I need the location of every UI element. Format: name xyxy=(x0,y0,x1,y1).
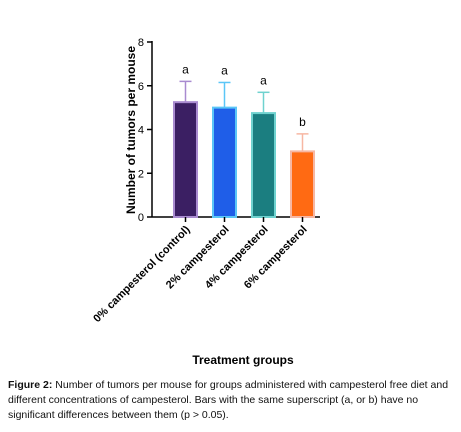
significance-letter: a xyxy=(182,62,189,76)
bar xyxy=(212,106,237,218)
x-tick-labels: 0% campesterol (control)2% campesterol4%… xyxy=(91,217,310,325)
bar xyxy=(251,112,276,218)
figure-caption: Figure 2: Number of tumors per mouse for… xyxy=(8,378,456,423)
bar xyxy=(290,150,315,218)
significance-letter: a xyxy=(260,73,267,87)
caption-text: Number of tumors per mouse for groups ad… xyxy=(8,379,449,421)
chart-bars: a a a b xyxy=(173,62,315,218)
y-tick-label: 0 xyxy=(138,212,144,224)
significance-letter: a xyxy=(221,63,228,77)
y-tick-label: 2 xyxy=(138,168,144,180)
y-tick-label: 4 xyxy=(138,125,144,137)
y-tick-label: 8 xyxy=(138,37,144,49)
caption-label: Figure 2: xyxy=(8,379,53,391)
x-axis-label: Treatment groups xyxy=(192,353,294,367)
y-axis-label: Number of tumors per mouse xyxy=(124,46,138,214)
y-tick-label: 6 xyxy=(138,81,144,93)
bar xyxy=(173,101,198,218)
significance-letter: b xyxy=(299,115,306,129)
bar-chart: 0 2 4 6 8 a a a b 0% campesterol (control)2% ca… xyxy=(91,37,320,367)
